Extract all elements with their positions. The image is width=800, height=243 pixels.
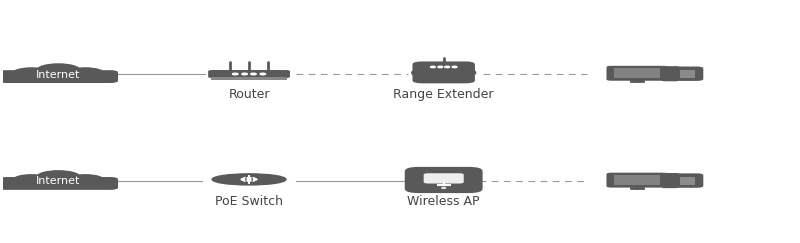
FancyBboxPatch shape bbox=[413, 61, 475, 83]
FancyBboxPatch shape bbox=[405, 167, 482, 193]
Text: PoE Switch: PoE Switch bbox=[215, 195, 283, 208]
Circle shape bbox=[233, 73, 238, 75]
Circle shape bbox=[445, 66, 450, 68]
FancyBboxPatch shape bbox=[0, 177, 118, 190]
Circle shape bbox=[260, 73, 266, 75]
FancyBboxPatch shape bbox=[681, 177, 694, 185]
Circle shape bbox=[13, 174, 50, 185]
Circle shape bbox=[66, 174, 104, 185]
FancyBboxPatch shape bbox=[614, 68, 660, 78]
Circle shape bbox=[36, 63, 81, 77]
Text: Range Extender: Range Extender bbox=[394, 88, 494, 101]
Text: Internet: Internet bbox=[36, 176, 81, 186]
FancyBboxPatch shape bbox=[662, 173, 679, 188]
FancyBboxPatch shape bbox=[662, 66, 679, 81]
Text: Router: Router bbox=[228, 88, 270, 101]
FancyBboxPatch shape bbox=[424, 173, 464, 183]
Circle shape bbox=[438, 66, 442, 68]
Circle shape bbox=[247, 179, 251, 180]
Circle shape bbox=[250, 73, 256, 75]
Circle shape bbox=[84, 177, 111, 186]
Circle shape bbox=[430, 66, 435, 68]
FancyBboxPatch shape bbox=[606, 66, 668, 81]
Circle shape bbox=[242, 73, 247, 75]
FancyBboxPatch shape bbox=[0, 70, 118, 83]
Text: Wireless AP: Wireless AP bbox=[407, 195, 480, 208]
FancyBboxPatch shape bbox=[614, 175, 660, 185]
Ellipse shape bbox=[212, 174, 286, 185]
FancyBboxPatch shape bbox=[681, 70, 694, 78]
FancyBboxPatch shape bbox=[208, 70, 290, 78]
Circle shape bbox=[452, 66, 457, 68]
Circle shape bbox=[5, 177, 33, 186]
Text: Internet: Internet bbox=[36, 69, 81, 80]
Circle shape bbox=[36, 170, 81, 183]
Circle shape bbox=[5, 71, 33, 79]
Circle shape bbox=[84, 71, 111, 79]
FancyBboxPatch shape bbox=[672, 173, 703, 188]
Circle shape bbox=[442, 187, 446, 189]
FancyBboxPatch shape bbox=[211, 77, 286, 80]
FancyBboxPatch shape bbox=[672, 67, 703, 81]
Circle shape bbox=[66, 67, 104, 78]
Circle shape bbox=[13, 67, 50, 78]
FancyBboxPatch shape bbox=[606, 173, 668, 188]
